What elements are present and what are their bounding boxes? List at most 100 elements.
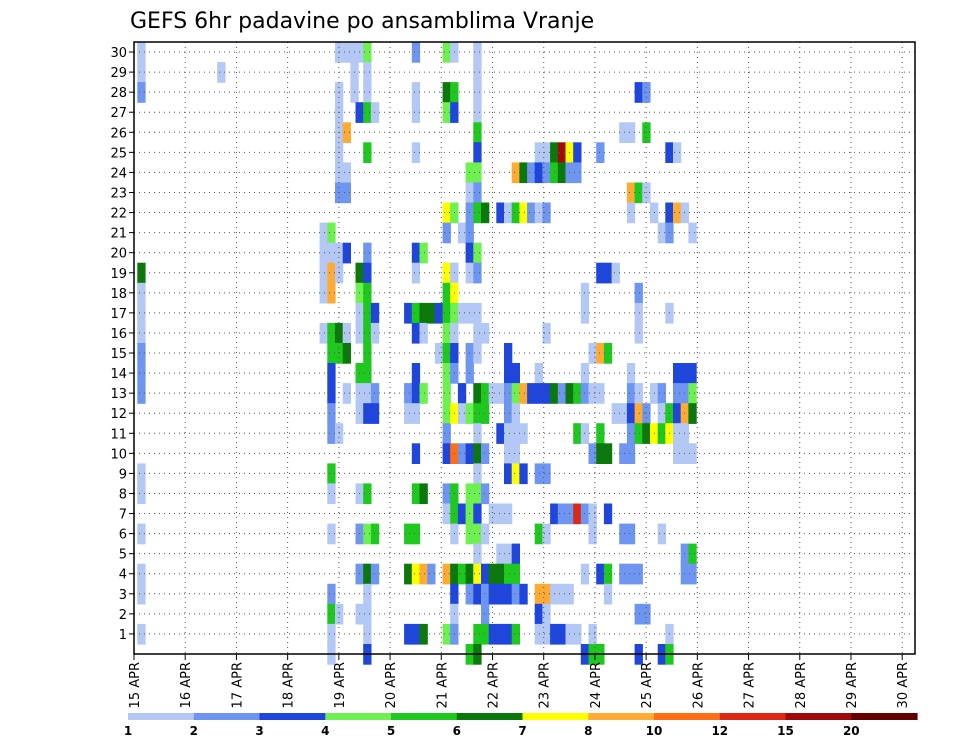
heatmap-cell bbox=[619, 122, 628, 143]
heatmap-cell bbox=[573, 162, 582, 184]
heatmap-cell bbox=[442, 42, 451, 63]
heatmap-cell bbox=[404, 403, 413, 424]
y-tick-label: 6 bbox=[119, 528, 127, 543]
heatmap-cell bbox=[137, 583, 146, 605]
heatmap-cell bbox=[442, 262, 451, 284]
heatmap-cell bbox=[442, 483, 451, 505]
heatmap-cell bbox=[342, 322, 351, 344]
heatmap-cell bbox=[473, 102, 482, 123]
x-tick-label: 17 APR bbox=[230, 662, 245, 708]
heatmap-cell bbox=[370, 523, 380, 545]
heatmap-cell bbox=[327, 322, 336, 344]
heatmap-cell bbox=[534, 142, 543, 163]
legend-label: 4 bbox=[321, 724, 329, 738]
heatmap-cell bbox=[534, 523, 543, 545]
heatmap-cell bbox=[442, 383, 451, 404]
y-tick-label: 21 bbox=[110, 227, 127, 242]
heatmap-cell bbox=[363, 403, 372, 424]
y-tick-label: 23 bbox=[110, 186, 127, 201]
heatmap-cell bbox=[634, 282, 643, 304]
heatmap-cell bbox=[137, 302, 146, 324]
legend-label: 3 bbox=[255, 724, 263, 738]
y-tick-label: 26 bbox=[110, 126, 127, 141]
heatmap-cell bbox=[419, 302, 428, 324]
heatmap-cell bbox=[404, 383, 413, 404]
x-tick-label: 28 APR bbox=[794, 662, 809, 708]
heatmap-cell bbox=[370, 383, 380, 404]
heatmap-cell bbox=[626, 182, 636, 204]
heatmap-cell bbox=[557, 383, 567, 404]
legend-swatch bbox=[522, 713, 589, 720]
legend-label: 5 bbox=[387, 724, 395, 738]
heatmap-cell bbox=[327, 343, 336, 364]
heatmap-cell bbox=[404, 523, 413, 545]
heatmap-cell bbox=[473, 563, 482, 585]
y-tick-label: 4 bbox=[119, 568, 127, 583]
heatmap-cell bbox=[481, 603, 490, 625]
heatmap-cell bbox=[442, 222, 451, 244]
heatmap-cell bbox=[481, 483, 490, 505]
heatmap-cell bbox=[657, 523, 666, 545]
heatmap-cell bbox=[573, 383, 582, 404]
heatmap-cell bbox=[626, 563, 636, 585]
heatmap-cell bbox=[473, 623, 482, 645]
heatmap-cell bbox=[442, 363, 451, 384]
heatmap-cell bbox=[473, 302, 482, 324]
heatmap-cell bbox=[596, 423, 605, 444]
heatmap-cell bbox=[411, 322, 421, 344]
heatmap-cell bbox=[673, 383, 682, 404]
heatmap-cell bbox=[596, 142, 605, 163]
heatmap-cell bbox=[363, 262, 372, 284]
heatmap-cell bbox=[319, 282, 328, 304]
heatmap-cell bbox=[496, 383, 505, 404]
heatmap-cell bbox=[488, 623, 497, 645]
heatmap-cell bbox=[442, 563, 451, 585]
heatmap-cell bbox=[342, 162, 351, 184]
heatmap-cell bbox=[642, 603, 651, 625]
heatmap-cell bbox=[519, 383, 528, 404]
heatmap-cell bbox=[457, 383, 467, 404]
heatmap-cell bbox=[511, 162, 520, 184]
heatmap-cell bbox=[137, 42, 146, 63]
heatmap-cell bbox=[473, 122, 482, 143]
heatmap-cell bbox=[370, 102, 380, 123]
heatmap-cell bbox=[588, 623, 597, 645]
heatmap-cell bbox=[496, 503, 505, 525]
heatmap-cell bbox=[363, 563, 372, 585]
y-tick-label: 2 bbox=[119, 608, 127, 623]
heatmap-cell bbox=[473, 443, 482, 464]
heatmap-cell bbox=[519, 162, 528, 184]
x-tick-label: 30 APR bbox=[896, 662, 911, 708]
heatmap-cell bbox=[534, 603, 543, 625]
heatmap-cell bbox=[419, 483, 428, 505]
heatmap-cell bbox=[137, 282, 146, 304]
heatmap-cell bbox=[419, 383, 428, 404]
heatmap-cell bbox=[573, 503, 582, 525]
heatmap-cell bbox=[319, 262, 328, 284]
heatmap-cell bbox=[411, 142, 421, 163]
heatmap-cell bbox=[542, 463, 551, 485]
heatmap-cell bbox=[619, 523, 628, 545]
legend-label: 20 bbox=[843, 724, 860, 738]
y-tick-label: 5 bbox=[119, 548, 127, 563]
heatmap-cell bbox=[404, 563, 413, 585]
heatmap-cell bbox=[442, 343, 451, 364]
y-tick-label: 17 bbox=[110, 307, 127, 322]
legend-label: 10 bbox=[646, 724, 663, 738]
heatmap-cell bbox=[370, 563, 380, 585]
heatmap-cell bbox=[473, 62, 482, 83]
heatmap-cell bbox=[473, 322, 482, 344]
heatmap-cell bbox=[363, 302, 372, 324]
heatmap-cell bbox=[511, 383, 520, 404]
heatmap-cell bbox=[442, 623, 451, 645]
heatmap-cell bbox=[411, 242, 421, 264]
heatmap-cell bbox=[596, 262, 605, 284]
x-tick-label: 24 APR bbox=[589, 662, 604, 708]
heatmap-cell bbox=[573, 142, 582, 163]
heatmap-cell bbox=[457, 443, 467, 464]
heatmap-cell bbox=[363, 603, 372, 625]
y-tick-label: 24 bbox=[110, 166, 127, 181]
heatmap-cell bbox=[603, 443, 613, 464]
heatmap-cell bbox=[442, 302, 451, 324]
x-tick-label: 18 APR bbox=[282, 662, 297, 708]
